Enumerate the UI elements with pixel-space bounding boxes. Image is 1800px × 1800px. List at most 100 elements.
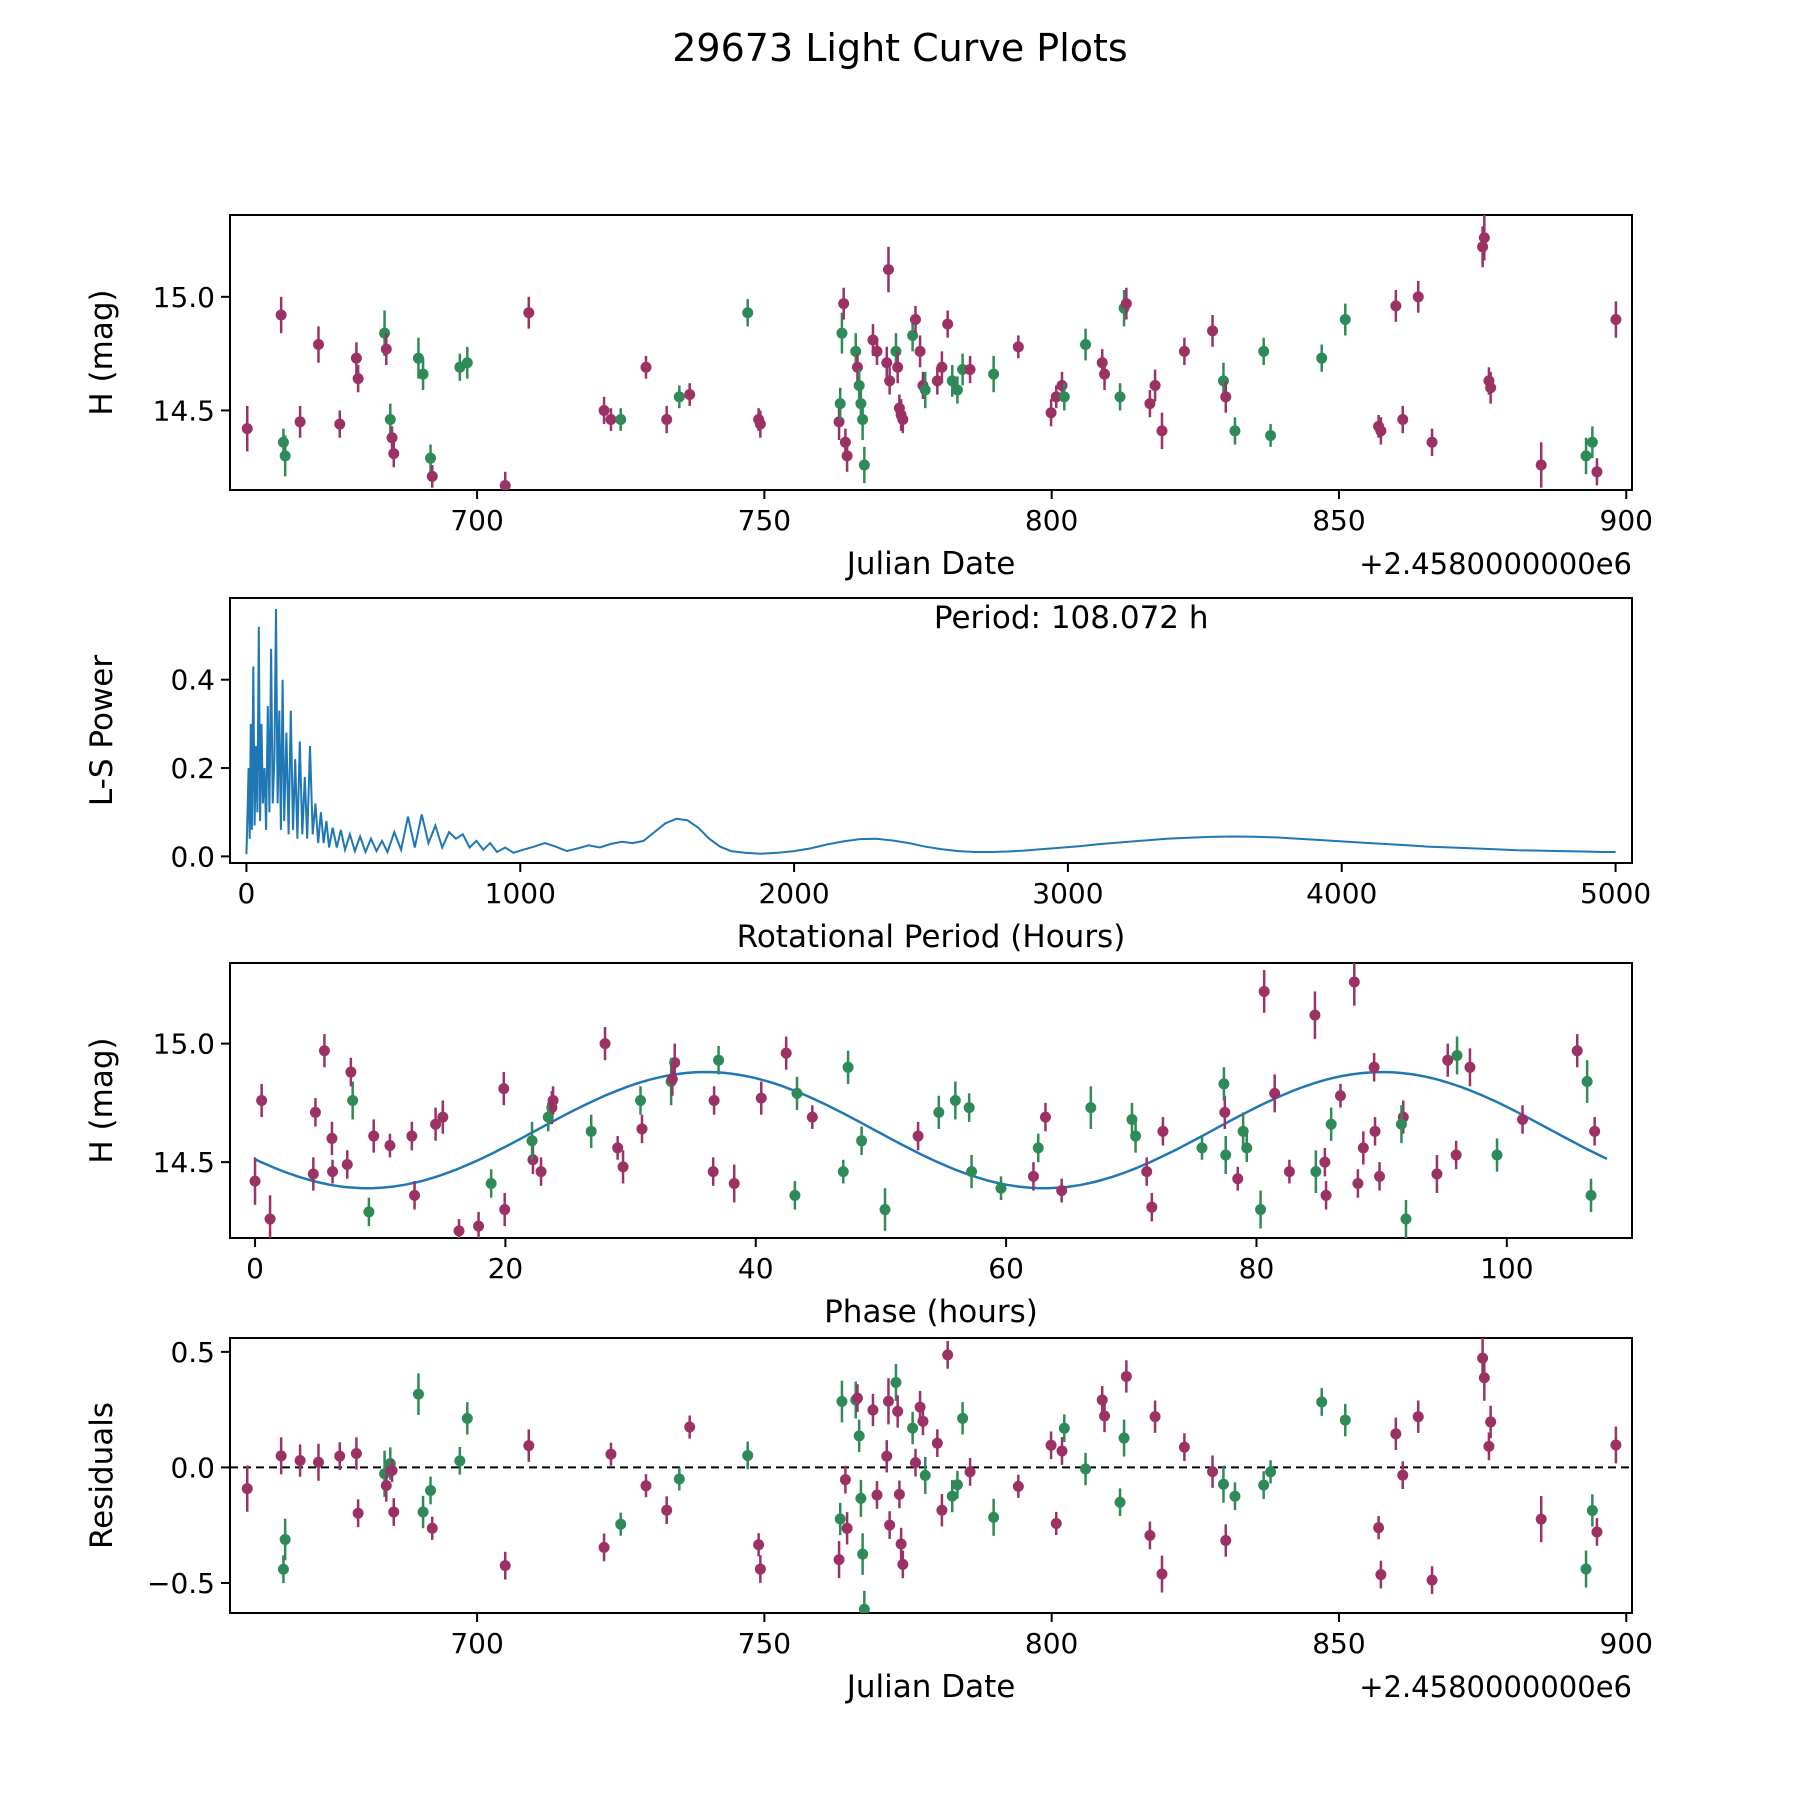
data-point: [871, 345, 883, 357]
data-point: [1325, 1118, 1337, 1130]
panel-residuals: 700 750 800 850 900 −0.5 0.0 0.5 Julian Date Resi…: [84, 1336, 1653, 1705]
data-series: [249, 963, 1608, 1238]
data-point: [858, 1603, 870, 1613]
y-axis-label: Residuals: [84, 1402, 120, 1549]
data-point: [893, 1488, 905, 1500]
data-point: [1056, 379, 1068, 391]
svg-text:1000: 1000: [485, 877, 556, 910]
svg-text:4000: 4000: [1306, 877, 1377, 910]
data-point: [1450, 1149, 1462, 1161]
data-point: [1357, 1142, 1369, 1154]
data-point: [1118, 1432, 1130, 1444]
data-point: [919, 1469, 931, 1481]
data-point: [1316, 352, 1328, 364]
data-point: [241, 423, 253, 435]
data-point: [853, 1430, 865, 1442]
data-point: [942, 318, 954, 330]
data-point: [1397, 414, 1409, 426]
data-point: [1581, 1076, 1593, 1088]
x-axis-label: Julian Date: [845, 1669, 1016, 1705]
data-point: [936, 361, 948, 373]
svg-text:0.2: 0.2: [170, 752, 215, 785]
data-point: [890, 1376, 902, 1388]
data-point: [1426, 436, 1438, 448]
data-point: [386, 432, 398, 444]
x-ticks: 0 1000 2000 3000 4000 5000: [238, 863, 1651, 910]
data-point: [1207, 1466, 1219, 1478]
data-point: [341, 1159, 353, 1171]
data-point: [963, 1102, 975, 1114]
data-point: [857, 1548, 869, 1560]
data-point: [498, 1083, 510, 1095]
data-point: [380, 1479, 392, 1491]
data-point: [473, 1220, 485, 1232]
data-point: [1126, 1113, 1138, 1125]
data-point: [713, 1054, 725, 1066]
data-point: [1039, 1111, 1051, 1123]
svg-text:60: 60: [988, 1252, 1024, 1285]
data-point: [312, 1456, 324, 1468]
svg-text:2000: 2000: [758, 877, 829, 910]
y-ticks: 14.5 15.0: [153, 281, 230, 427]
data-point: [1586, 1504, 1598, 1516]
data-point: [485, 1177, 497, 1189]
data-point: [453, 1225, 465, 1237]
axes-frame: [229, 1337, 1633, 1614]
data-point: [1283, 1166, 1295, 1178]
data-point: [871, 1489, 883, 1501]
svg-text:850: 850: [1312, 504, 1365, 537]
data-point: [256, 1095, 268, 1106]
data-point: [1080, 1463, 1092, 1475]
data-point: [380, 343, 392, 355]
figure-title: 29673 Light Curve Plots: [672, 26, 1128, 70]
data-point: [406, 1130, 418, 1142]
data-point: [882, 264, 894, 276]
data-point: [839, 436, 851, 448]
data-point: [951, 384, 963, 396]
y-ticks: −0.5 0.0 0.5: [147, 1336, 230, 1600]
data-point: [352, 1507, 364, 1519]
data-point: [1348, 976, 1360, 988]
data-point: [1464, 1061, 1476, 1073]
data-point: [307, 1168, 319, 1180]
data-point: [1477, 1352, 1489, 1364]
data-point: [753, 1539, 765, 1551]
data-point: [640, 1480, 652, 1492]
data-point: [1099, 368, 1111, 380]
x-axis-label: Phase (hours): [824, 1294, 1038, 1330]
data-point: [1426, 1574, 1438, 1586]
data-point: [1483, 1440, 1495, 1452]
svg-text:0.5: 0.5: [170, 1336, 215, 1369]
data-point: [1368, 1061, 1380, 1073]
data-point: [1058, 391, 1070, 403]
data-point: [1141, 1166, 1153, 1178]
data-point: [1144, 398, 1156, 410]
data-point: [384, 1140, 396, 1152]
data-point: [1265, 1466, 1277, 1478]
data-point: [1012, 1480, 1024, 1492]
data-point: [837, 1166, 849, 1178]
data-point: [1149, 1411, 1161, 1423]
y-ticks: 14.5 15.0: [153, 1028, 230, 1179]
svg-text:100: 100: [1480, 1252, 1533, 1285]
data-point: [634, 1095, 646, 1106]
data-point: [892, 361, 904, 373]
svg-text:900: 900: [1600, 1627, 1653, 1660]
data-point: [1229, 1490, 1241, 1502]
data-point: [964, 1466, 976, 1478]
data-point: [661, 1504, 673, 1516]
data-point: [1229, 425, 1241, 437]
data-point: [1319, 1156, 1331, 1168]
svg-text:15.0: 15.0: [153, 281, 215, 314]
data-point: [1310, 1166, 1322, 1178]
data-point: [836, 1395, 848, 1407]
data-point: [499, 1204, 511, 1216]
data-point: [598, 1541, 610, 1553]
svg-text:0.0: 0.0: [170, 840, 215, 873]
data-point: [867, 334, 879, 346]
svg-text:750: 750: [738, 504, 791, 537]
svg-text:5000: 5000: [1580, 877, 1651, 910]
data-point: [791, 1087, 803, 1099]
data-point: [673, 391, 685, 403]
data-point: [917, 1415, 929, 1427]
